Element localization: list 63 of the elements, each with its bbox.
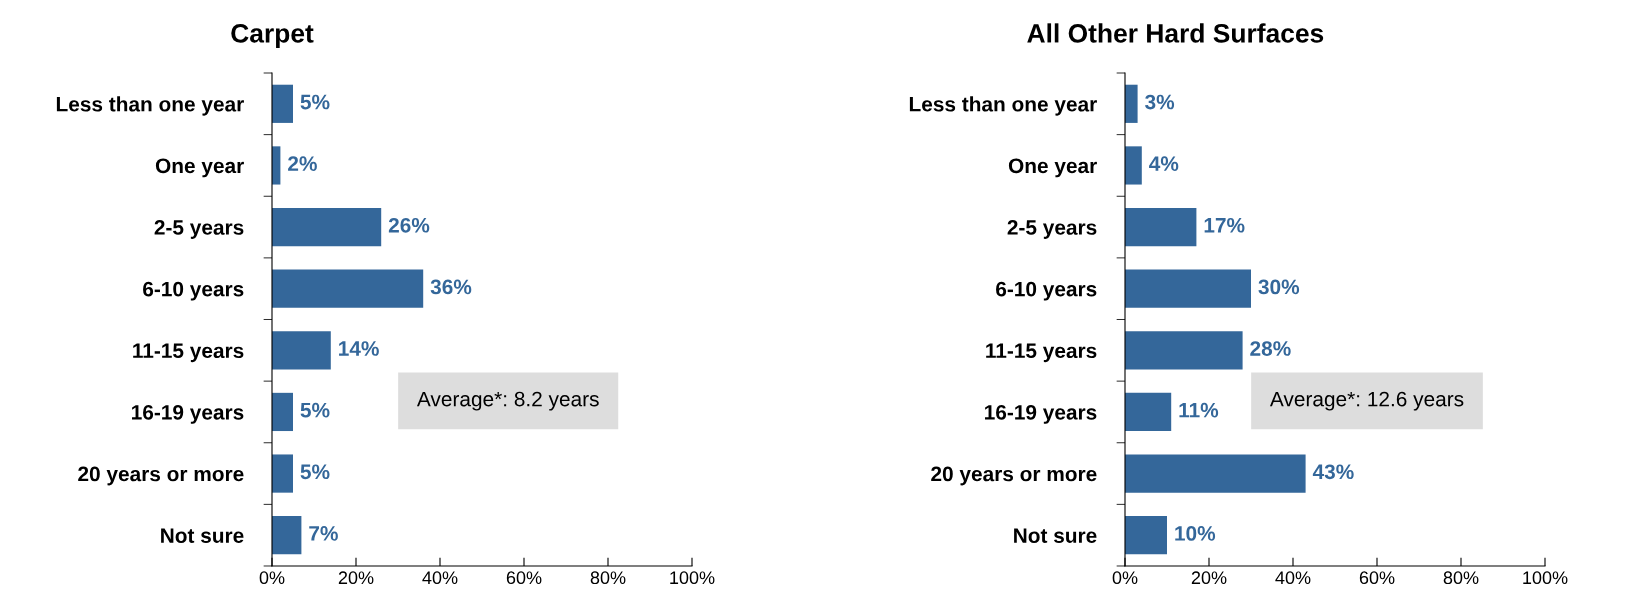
bar bbox=[272, 516, 302, 555]
y-tick-label: Not sure bbox=[161, 528, 244, 543]
bar bbox=[272, 454, 293, 493]
y-tick-label: 20 years or more bbox=[78, 466, 244, 486]
bar bbox=[272, 207, 382, 247]
y-tick-label: 16-19 years bbox=[985, 404, 1097, 424]
x-tick-label: 80% bbox=[1443, 571, 1479, 585]
y-tick-label: 6-10 years bbox=[996, 281, 1097, 301]
annotation: Average*: 8.2 years bbox=[416, 391, 599, 411]
bar bbox=[1125, 392, 1172, 432]
data-label: 5% bbox=[300, 464, 330, 480]
data-label: 26% bbox=[388, 217, 430, 233]
bar bbox=[272, 331, 331, 370]
data-label: 3% bbox=[1145, 94, 1175, 110]
x-tick-label: 40% bbox=[1275, 571, 1311, 585]
bar bbox=[1125, 331, 1243, 370]
x-tick-label: 60% bbox=[506, 571, 542, 585]
data-label: 5% bbox=[300, 94, 330, 110]
y-tick-label: 2-5 years bbox=[1007, 220, 1097, 239]
bar bbox=[1125, 454, 1306, 493]
y-tick-label: Not sure bbox=[1014, 528, 1097, 543]
x-tick-label: 80% bbox=[590, 571, 626, 585]
bar bbox=[1125, 207, 1197, 247]
data-label: 7% bbox=[309, 526, 338, 541]
x-tick-label: 100% bbox=[670, 571, 715, 585]
x-tick-label: 60% bbox=[1359, 571, 1395, 585]
y-tick-label: 6-10 years bbox=[143, 281, 244, 301]
bar bbox=[272, 392, 293, 432]
bar bbox=[1125, 516, 1167, 555]
data-label: 11% bbox=[1179, 402, 1219, 418]
data-label: 14% bbox=[339, 341, 379, 356]
y-tick-label: One year bbox=[1008, 158, 1097, 178]
data-label: 2% bbox=[288, 156, 317, 171]
x-tick-label: 40% bbox=[422, 571, 458, 585]
y-tick-label: 16-19 years bbox=[132, 404, 244, 424]
bar bbox=[272, 84, 293, 123]
chart-title: Carpet bbox=[231, 24, 314, 48]
x-tick-label: 20% bbox=[1191, 571, 1227, 585]
data-label: 36% bbox=[430, 279, 472, 295]
x-tick-label: 100% bbox=[1523, 571, 1568, 585]
chart-title: All Other Hard Surfaces bbox=[1027, 23, 1324, 43]
x-tick-label: 20% bbox=[338, 571, 374, 585]
data-label: 10% bbox=[1175, 526, 1216, 541]
bar bbox=[1125, 146, 1142, 185]
bar bbox=[1125, 84, 1138, 123]
x-tick-label: 0% bbox=[259, 571, 285, 585]
data-label: 28% bbox=[1250, 341, 1291, 356]
y-tick-label: 2-5 years bbox=[154, 220, 244, 239]
y-tick-label: 11-15 years bbox=[133, 343, 244, 363]
y-tick-label: 20 years or more bbox=[931, 466, 1097, 486]
bar bbox=[272, 269, 424, 308]
y-tick-label: 11-15 years bbox=[986, 343, 1097, 363]
data-label: 30% bbox=[1258, 279, 1300, 295]
y-tick-label: One year bbox=[155, 158, 244, 178]
data-label: 5% bbox=[300, 402, 330, 418]
x-tick-label: 0% bbox=[1112, 571, 1138, 585]
data-label: 4% bbox=[1149, 156, 1179, 171]
bar bbox=[1125, 269, 1251, 308]
data-label: 17% bbox=[1204, 217, 1245, 233]
data-label: 43% bbox=[1312, 464, 1354, 480]
y-tick-label: Less than one year bbox=[56, 96, 244, 116]
y-tick-label: Less than one year bbox=[909, 96, 1097, 116]
annotation: Average*: 12.6 years bbox=[1269, 391, 1464, 411]
